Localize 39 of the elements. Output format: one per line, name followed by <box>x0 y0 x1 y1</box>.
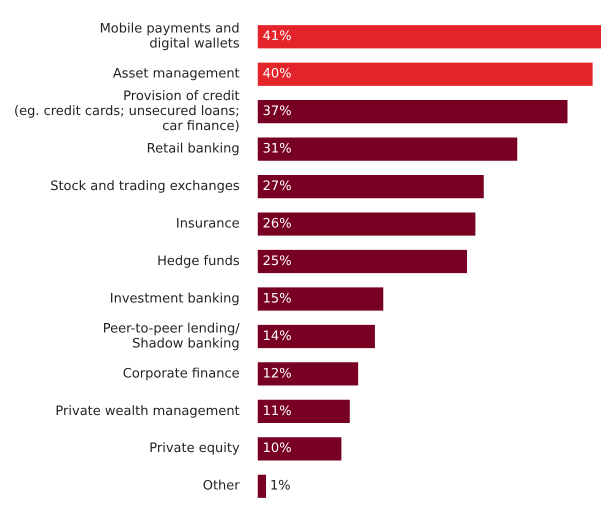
bar <box>258 62 593 86</box>
bar <box>258 400 350 423</box>
bar <box>258 25 601 48</box>
data-label: 26% <box>262 216 292 232</box>
bar <box>258 287 384 311</box>
data-label: 31% <box>262 142 292 157</box>
bar <box>258 138 518 161</box>
y-tick-label: Investment banking <box>110 291 240 306</box>
bar <box>258 437 342 460</box>
data-label: 41% <box>262 29 292 44</box>
bar <box>258 174 484 198</box>
data-label: 27% <box>262 178 292 194</box>
data-label: 25% <box>262 254 292 269</box>
y-tick-label: Private wealth management <box>55 404 240 419</box>
y-tick-label: Corporate finance <box>122 366 240 382</box>
data-label: 40% <box>262 66 292 82</box>
data-label: 1% <box>270 478 291 494</box>
y-tick-label: Retail banking <box>146 142 240 157</box>
y-tick-label: Asset management <box>112 66 240 82</box>
bar <box>258 250 468 274</box>
data-label: 10% <box>262 441 292 456</box>
data-label: 37% <box>262 104 292 120</box>
bar <box>258 212 476 236</box>
y-tick-label: Provision of credit (eg. credit cards; unsecured loans; car finance) <box>14 89 240 134</box>
data-label: 12% <box>262 366 292 382</box>
y-tick-label: Stock and trading exchanges <box>50 178 240 194</box>
data-label: 11% <box>262 404 292 419</box>
y-tick-label: Insurance <box>176 216 240 232</box>
y-tick-label: Other <box>202 478 240 494</box>
data-label: 14% <box>262 328 292 344</box>
y-tick-label: Mobile payments and digital wallets <box>100 22 240 52</box>
bar <box>258 362 358 386</box>
y-tick-label: Peer-to-peer lending/ Shadow banking <box>102 321 240 352</box>
bar <box>258 100 568 124</box>
y-tick-label: Private equity <box>149 441 240 456</box>
bar <box>258 324 375 348</box>
bar <box>258 474 266 498</box>
data-label: 15% <box>262 291 292 306</box>
y-tick-label: Hedge funds <box>157 254 240 269</box>
